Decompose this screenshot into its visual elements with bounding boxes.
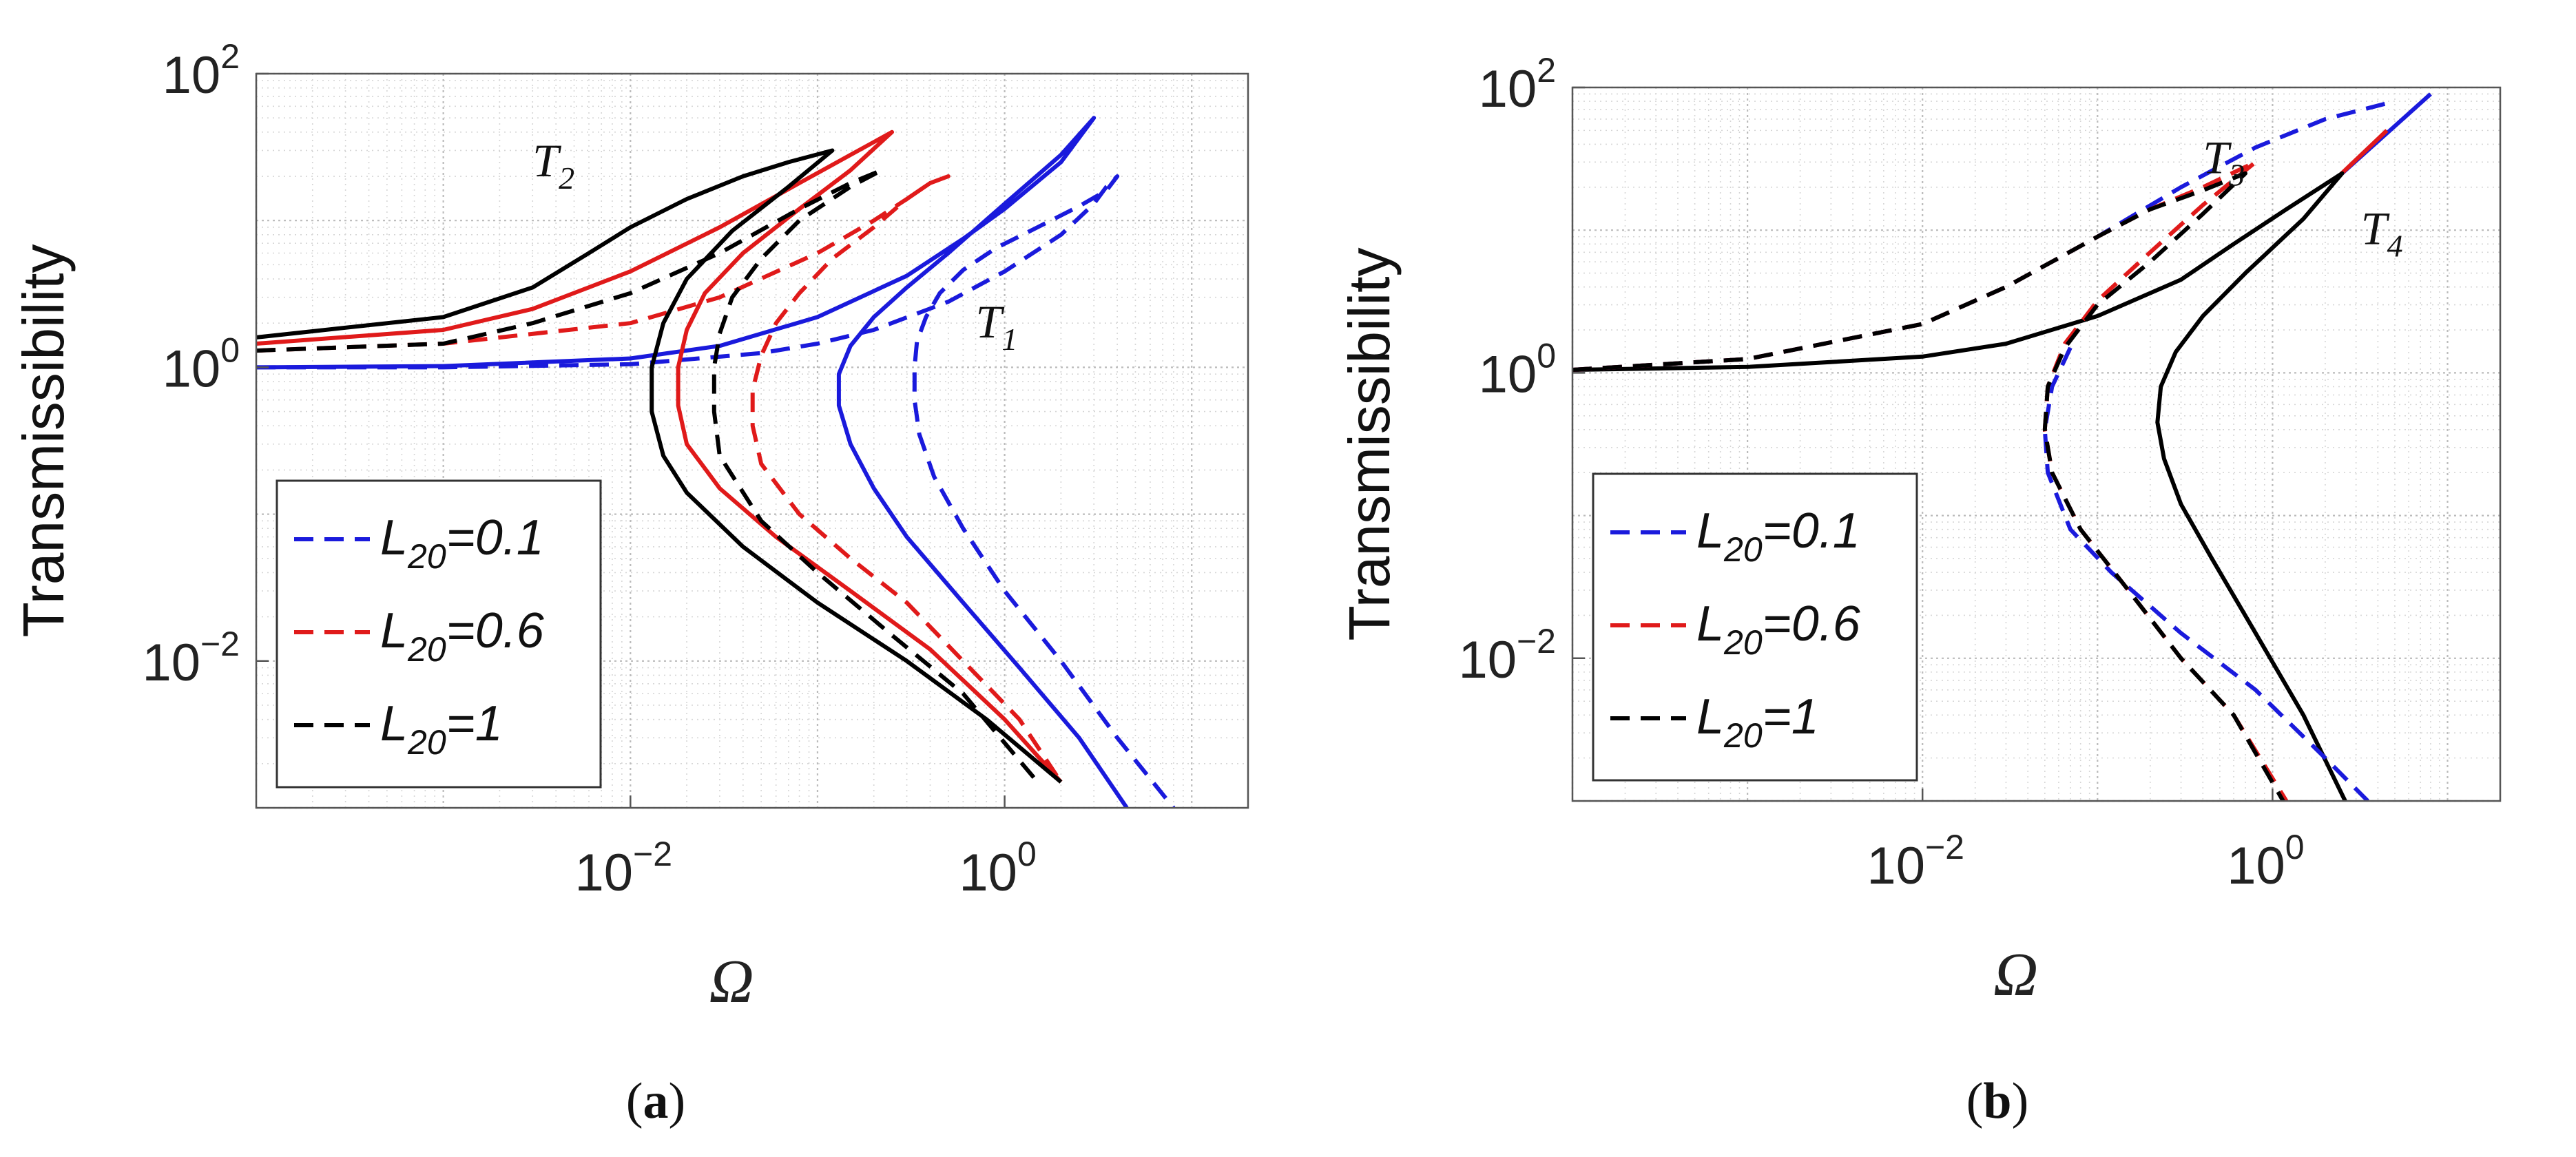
- tick-exponent: −2: [1517, 622, 1556, 660]
- x-tick-label: 10−2: [1867, 828, 1964, 895]
- panel-b: 10−2 10010−2100102TransmissibilityΩT3T4L2…: [1337, 51, 2502, 1129]
- y-axis-label: Transmissibility: [11, 244, 76, 638]
- annotation-base: T: [532, 134, 561, 187]
- series-line: [256, 129, 1063, 784]
- annotation-sub: 3: [2228, 158, 2245, 193]
- x-axis-label: Ω: [1993, 941, 2038, 1009]
- legend-sub: 20: [407, 537, 446, 576]
- panel-caption: (a): [626, 1073, 685, 1129]
- annotation-sub: 4: [2387, 228, 2403, 263]
- legend-base: L: [1696, 689, 1724, 744]
- y-tick-label: 102: [163, 37, 240, 105]
- grid: [255, 72, 1249, 809]
- series-line: [256, 116, 1129, 808]
- curve-annotation: T1: [976, 295, 1018, 357]
- tick-base: 10: [1479, 345, 1537, 404]
- x-tick-label: 100: [959, 835, 1036, 902]
- caption-paren: (: [626, 1073, 643, 1129]
- series-group: [1572, 92, 2432, 801]
- caption-paren: (: [1966, 1073, 1984, 1129]
- caption-paren: ): [669, 1073, 686, 1129]
- legend-sub: 20: [1723, 716, 1763, 755]
- legend-suffix: =0.1: [446, 510, 544, 565]
- legend-label: L20=0.6: [380, 603, 545, 669]
- y-tick-label: 100: [163, 331, 240, 398]
- tick-base: 10: [163, 340, 221, 398]
- series-line: [2042, 346, 2369, 801]
- y-tick-label: 10−2: [1458, 622, 1556, 689]
- legend-base: L: [380, 510, 408, 565]
- tick-exponent: 2: [220, 37, 240, 76]
- tick-base: 10: [1458, 631, 1517, 689]
- caption-paren: ): [2012, 1073, 2029, 1129]
- legend-label: L20=0.6: [1696, 596, 1861, 662]
- x-tick-label: 10−2: [575, 835, 673, 902]
- tick-base: 10: [1479, 60, 1537, 118]
- panel-caption: (b): [1966, 1073, 2028, 1129]
- annotation-base: T: [2203, 132, 2232, 184]
- panel-a: 10−2 10010−2100102TransmissibilityΩT2T1L2…: [11, 37, 1249, 1129]
- tick-exponent: 0: [2285, 828, 2305, 866]
- legend-suffix: =0.6: [446, 603, 545, 658]
- legend-base: L: [1696, 503, 1724, 559]
- legend-suffix: =1: [1763, 689, 1819, 744]
- legend-suffix: =1: [446, 696, 503, 751]
- annotation-base: T: [976, 295, 1005, 348]
- series-line: [1572, 171, 2285, 801]
- tick-exponent: 2: [1537, 51, 1556, 90]
- y-tick-label: 102: [1479, 51, 1556, 118]
- legend-base: L: [380, 696, 408, 751]
- tick-base: 10: [163, 46, 221, 105]
- series-line: [256, 148, 1063, 784]
- y-tick-label: 10−2: [142, 625, 240, 692]
- legend-label: L20=0.1: [380, 510, 544, 576]
- y-axis-label: Transmissibility: [1337, 248, 1402, 641]
- legend-sub: 20: [407, 723, 446, 762]
- x-axis-label: Ω: [709, 948, 754, 1016]
- series-line: [1572, 171, 2347, 801]
- series-line: [256, 174, 1176, 808]
- curve-annotation: T4: [2361, 202, 2403, 263]
- series-group: [256, 116, 1176, 808]
- tick-base: 10: [1867, 837, 1925, 895]
- axes-box: [1571, 86, 2502, 802]
- legend-label: L20=0.1: [1696, 503, 1860, 569]
- curve-annotation: T2: [532, 134, 574, 196]
- legend-sub: 20: [407, 630, 446, 669]
- caption-letter: a: [643, 1073, 669, 1129]
- caption-letter: b: [1983, 1073, 2011, 1129]
- tick-exponent: 0: [1537, 336, 1556, 375]
- x-tick-label: 100: [2227, 828, 2304, 895]
- annotation-sub: 2: [559, 160, 574, 196]
- tick-exponent: −2: [1925, 828, 1964, 866]
- series-line: [2337, 129, 2389, 178]
- legend-label: L20=1: [380, 696, 503, 762]
- legend-base: L: [380, 603, 408, 658]
- y-tick-label: 100: [1479, 336, 1556, 404]
- tick-exponent: −2: [200, 625, 240, 663]
- tick-base: 10: [575, 844, 634, 902]
- legend-suffix: =0.1: [1763, 503, 1860, 559]
- tick-base: 10: [142, 634, 200, 692]
- legend-label: L20=1: [1696, 689, 1819, 755]
- tick-exponent: −2: [633, 835, 672, 873]
- legend-box: [1592, 472, 1918, 782]
- tick-base: 10: [2227, 837, 2285, 895]
- legend-sub: 20: [1723, 530, 1763, 569]
- annotation-sub: 1: [1001, 322, 1017, 357]
- tick-exponent: 0: [220, 331, 240, 369]
- curve-annotation: T3: [2203, 132, 2245, 193]
- tick-exponent: 0: [1017, 835, 1037, 873]
- annotation-base: T: [2361, 202, 2390, 254]
- axes-box: [255, 72, 1249, 809]
- tick-base: 10: [959, 844, 1017, 902]
- legend-sub: 20: [1723, 623, 1763, 662]
- legend-base: L: [1696, 596, 1724, 652]
- legend-suffix: =0.6: [1763, 596, 1861, 652]
